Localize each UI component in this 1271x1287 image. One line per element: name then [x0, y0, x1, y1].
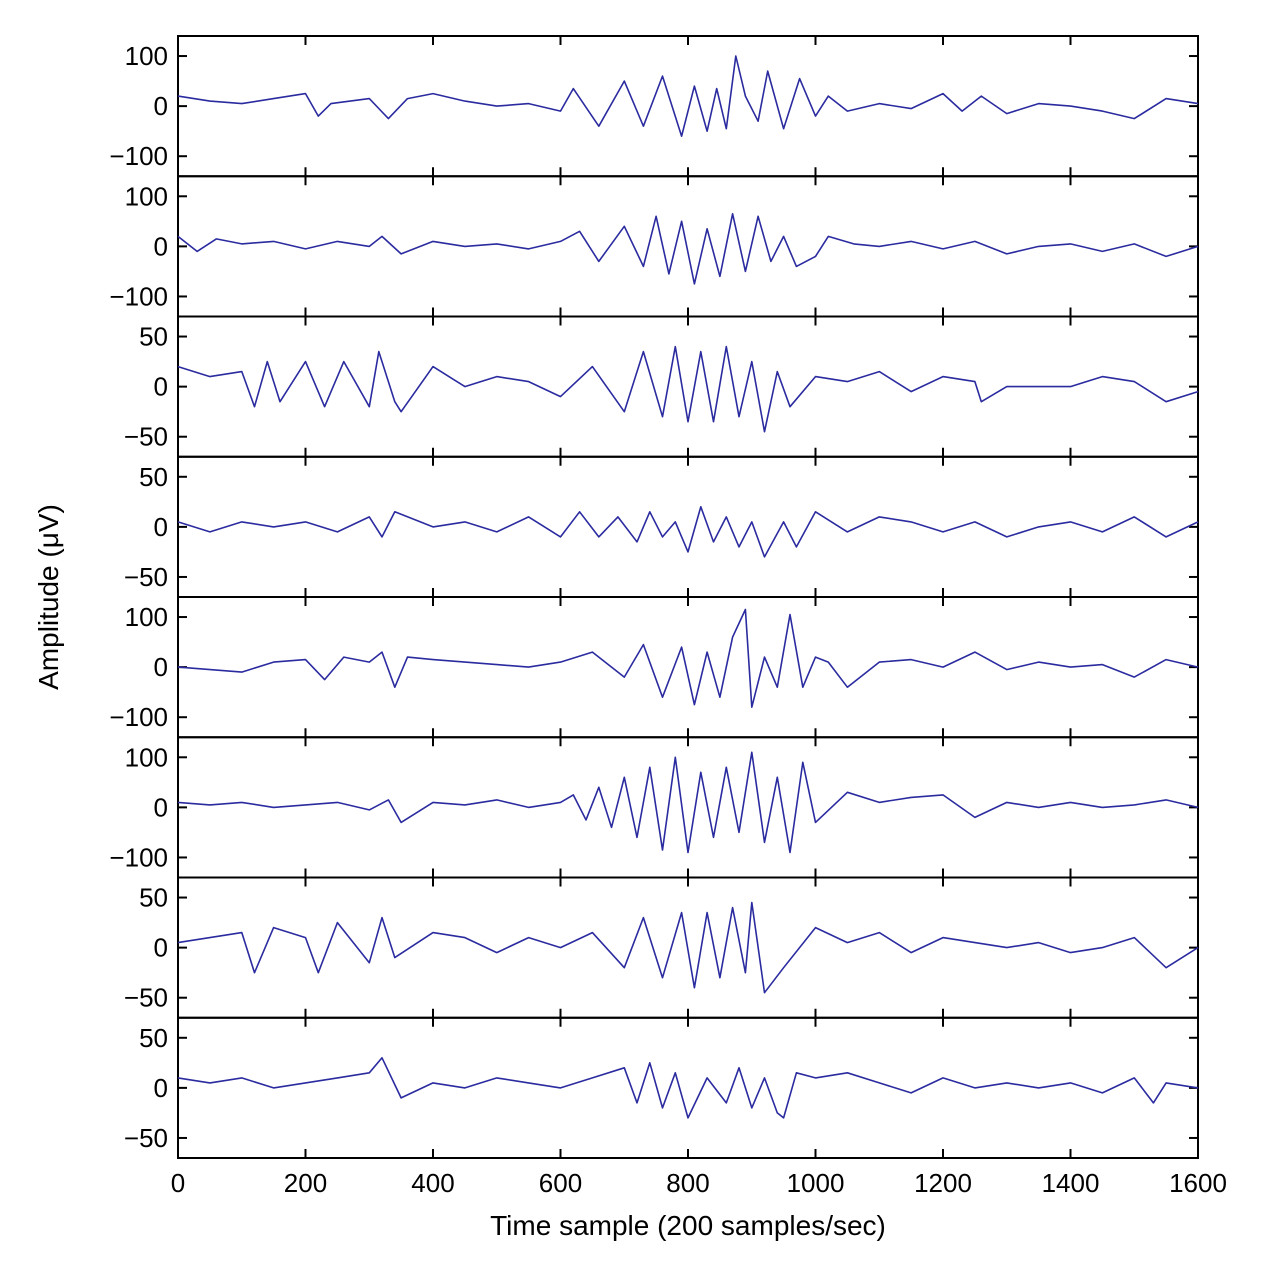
eeg-trace-channel-5 — [177, 608, 1199, 709]
y-tick-label: 100 — [125, 742, 168, 772]
panel-frame — [177, 455, 1199, 598]
channel-panel-7: −50 0 50 — [124, 876, 1199, 1019]
y-tick-label: −100 — [109, 702, 168, 732]
y-tick-label: 50 — [139, 462, 168, 492]
channel-panel-2: −100 0 100 — [109, 175, 1199, 318]
x-tick-label: 600 — [539, 1168, 582, 1198]
x-tick-label: 0 — [171, 1168, 185, 1198]
channel-panel-1: −100 0 100 — [109, 35, 1199, 178]
y-tick-label: 0 — [154, 372, 168, 402]
channel-panel-6: −100 0 100 — [109, 736, 1199, 879]
y-tick-label: 0 — [154, 231, 168, 261]
y-tick-label: −50 — [124, 422, 168, 452]
x-axis-tick-labels: 0 200 400 600 800 1000 1200 1400 1600 — [171, 1168, 1227, 1198]
panel-frame — [177, 596, 1199, 739]
x-tick-label: 1000 — [787, 1168, 845, 1198]
y-tick-label: −100 — [109, 141, 168, 171]
x-tick-label: 800 — [666, 1168, 709, 1198]
channel-panel-4: −50 0 50 — [124, 455, 1199, 598]
panel-frame — [177, 1016, 1199, 1159]
y-tick-label: 0 — [154, 1073, 168, 1103]
y-tick-label: 100 — [125, 41, 168, 71]
y-tick-label: 100 — [125, 602, 168, 632]
y-axis-label: Amplitude (μV) — [33, 504, 64, 690]
eeg-trace-channel-1 — [177, 55, 1199, 137]
channel-panel-5: −100 0 100 — [109, 596, 1199, 739]
y-tick-label: 0 — [154, 652, 168, 682]
y-tick-label: 50 — [139, 322, 168, 352]
x-tick-label: 400 — [411, 1168, 454, 1198]
y-tick-label: 100 — [125, 181, 168, 211]
y-tick-label: 50 — [139, 883, 168, 913]
y-tick-label: −100 — [109, 842, 168, 872]
x-tick-label: 1600 — [1169, 1168, 1227, 1198]
panel-frame — [177, 736, 1199, 879]
y-tick-label: −50 — [124, 1123, 168, 1153]
y-tick-label: −50 — [124, 562, 168, 592]
x-tick-label: 200 — [284, 1168, 327, 1198]
y-tick-label: 0 — [154, 512, 168, 542]
channel-panel-3: −50 0 50 — [124, 315, 1199, 458]
eeg-trace-channel-2 — [177, 213, 1199, 285]
y-tick-label: 0 — [154, 91, 168, 121]
eeg-trace-channel-4 — [177, 505, 1199, 558]
y-tick-label: 50 — [139, 1023, 168, 1053]
x-tick-label: 1400 — [1042, 1168, 1100, 1198]
eeg-trace-channel-8 — [177, 1057, 1199, 1119]
chart-panels: −1000100−1000100−50050−50050−1000100−100… — [109, 35, 1199, 1159]
x-tick-label: 1200 — [914, 1168, 972, 1198]
y-tick-label: −100 — [109, 281, 168, 311]
y-tick-label: 0 — [154, 933, 168, 963]
eeg-trace-channel-7 — [177, 901, 1199, 994]
y-tick-label: −50 — [124, 983, 168, 1013]
channel-panel-8: −50 0 50 — [124, 1016, 1199, 1159]
eeg-trace-channel-6 — [177, 751, 1199, 854]
x-axis-label: Time sample (200 samples/sec) — [490, 1210, 886, 1241]
panel-frame — [177, 35, 1199, 178]
eeg-trace-channel-3 — [177, 345, 1199, 433]
y-tick-label: 0 — [154, 792, 168, 822]
